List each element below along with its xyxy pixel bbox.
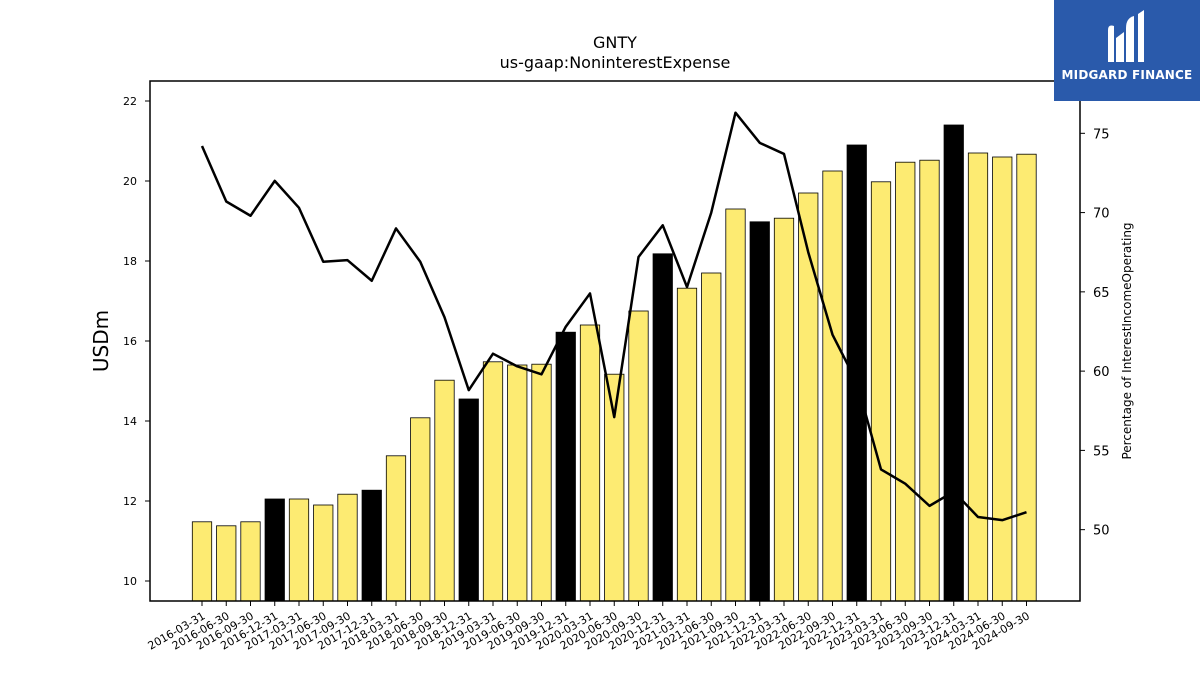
- line-series: [200, 111, 1027, 522]
- y2-tick-label: 50: [1093, 524, 1110, 539]
- y2-tick-label: 60: [1093, 365, 1110, 380]
- bar-2016-06-30: [216, 525, 237, 602]
- bar-2024-09-30: [1016, 153, 1037, 602]
- bar-2016-12-31: [264, 498, 285, 602]
- y2-tick-label: 70: [1093, 207, 1110, 222]
- bar-2018-12-31: [458, 398, 479, 602]
- bar-2018-09-30: [434, 379, 455, 602]
- bar-2020-03-31: [579, 324, 601, 602]
- chart-title: GNTY: [593, 33, 637, 52]
- bar-2017-09-30: [337, 493, 358, 602]
- bar-2017-03-31: [288, 498, 310, 602]
- logo-mark-icon: [1108, 10, 1144, 62]
- y-tick-label: 20: [123, 175, 137, 188]
- y-tick-label: 18: [123, 255, 137, 268]
- bar-2017-06-30: [313, 504, 334, 602]
- y-tick-label: 14: [123, 415, 137, 428]
- bar-2020-09-30: [628, 310, 649, 602]
- bar-2017-12-31: [361, 489, 382, 602]
- y2-tick-label: 75: [1093, 127, 1110, 142]
- bar-2021-12-31: [749, 221, 770, 602]
- bar-2016-09-30: [240, 521, 261, 602]
- bar-2022-03-31: [773, 217, 795, 602]
- bar-2024-03-31: [967, 152, 989, 602]
- bar-2023-09-30: [919, 159, 940, 602]
- bar-2018-03-31: [385, 455, 407, 602]
- bar-2023-06-30: [895, 161, 916, 602]
- bar-2019-03-31: [482, 361, 504, 602]
- bar-2022-09-30: [822, 170, 843, 602]
- y2-axis-label: Percentage of InterestIncomeOperating: [1120, 222, 1134, 459]
- bar-2018-06-30: [410, 417, 431, 602]
- plot-frame: [149, 80, 1081, 602]
- logo-text: MIDGARD FINANCE: [1061, 68, 1193, 82]
- bar-2020-06-30: [604, 373, 625, 602]
- y-tick-label: 16: [123, 335, 137, 348]
- bar-2020-12-31: [652, 253, 673, 602]
- y-tick-label: 22: [123, 95, 137, 108]
- brand-logo: MIDGARD FINANCE: [1054, 0, 1200, 101]
- y2-tick-label: 65: [1093, 286, 1110, 301]
- y-axis-label: USDm: [89, 310, 113, 372]
- bar-2022-12-31: [846, 144, 867, 602]
- y-tick-label: 10: [123, 575, 137, 588]
- bar-2019-12-31: [555, 331, 576, 602]
- bar-2023-12-31: [943, 124, 964, 602]
- y2-tick-label: 55: [1093, 444, 1110, 459]
- bar-2023-03-31: [870, 181, 892, 602]
- y-tick-label: 12: [123, 495, 137, 508]
- bar-2016-03-31: [191, 521, 213, 602]
- bar-2021-09-30: [725, 208, 746, 602]
- bar-2021-03-31: [676, 287, 698, 602]
- plot-area: 101214161820225055606570752016-03-312016…: [123, 95, 1110, 653]
- bar-2019-09-30: [531, 363, 552, 602]
- chart-subtitle: us-gaap:NoninterestExpense: [500, 53, 731, 72]
- bar-2024-06-30: [992, 156, 1013, 602]
- bar-2019-06-30: [507, 364, 528, 602]
- bar-2021-06-30: [701, 272, 722, 602]
